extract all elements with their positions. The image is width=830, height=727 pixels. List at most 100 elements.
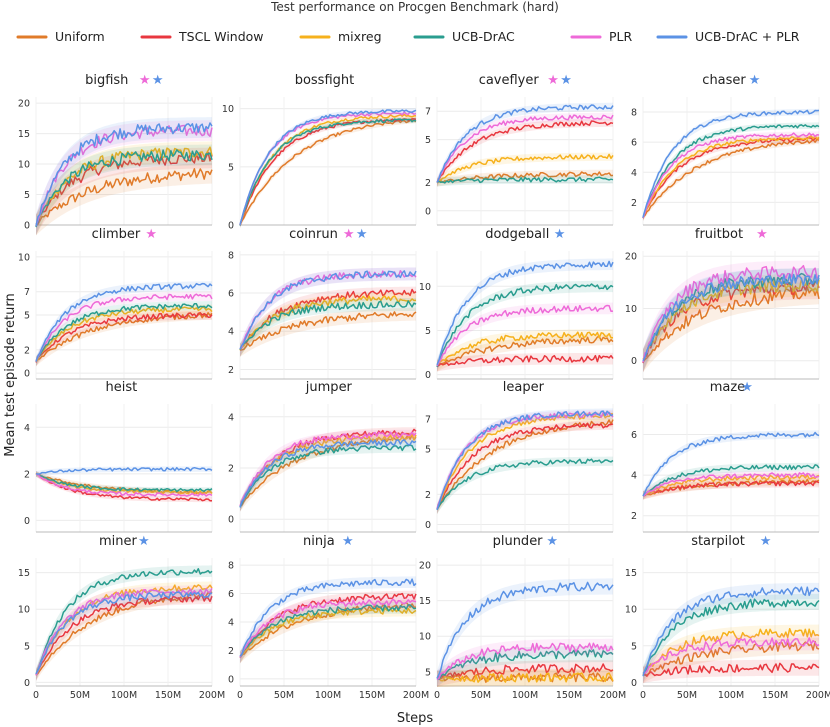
series-tscl-window <box>642 276 820 373</box>
panel-title: jumper <box>305 380 353 395</box>
chart-title: Test performance on Procgen Benchmark (h… <box>270 0 559 14</box>
panel-heist: heist 0 2 4 <box>24 380 213 533</box>
y-tick-label: 10 <box>625 304 637 315</box>
panel-leaper: leaper 0 2 5 7 <box>425 380 614 533</box>
series-line <box>436 114 614 183</box>
confidence-band <box>36 162 212 236</box>
series-line <box>239 118 417 226</box>
series-line <box>35 466 213 475</box>
confidence-band <box>437 409 613 514</box>
series-line <box>642 132 820 219</box>
star-icon-blue: ★ <box>356 227 368 242</box>
series-line <box>436 171 614 184</box>
series-line <box>35 591 213 676</box>
series-tscl-window <box>35 592 213 681</box>
series-line <box>436 120 614 183</box>
series-uniform <box>35 162 213 236</box>
legend-label: PLR <box>609 29 633 44</box>
legend-item-ucb-drac-plr: UCB-DrAC + PLR <box>656 29 800 44</box>
series-line <box>436 410 614 511</box>
x-tick-label: 100M <box>315 690 341 701</box>
series-ucb-drac-plr <box>35 466 213 477</box>
confidence-band <box>437 302 613 372</box>
series-line <box>642 480 820 497</box>
panel-title: bossfight <box>295 73 355 88</box>
x-tick-label: 100M <box>111 690 137 701</box>
confidence-band <box>437 280 613 372</box>
y-tick-label: 6 <box>631 430 637 441</box>
series-line <box>239 598 417 658</box>
series-ucb-drac-plr <box>642 108 820 221</box>
legend-item-plr: PLR <box>570 29 633 44</box>
series-tscl-window <box>642 659 820 684</box>
series-ucb-drac-plr <box>35 588 213 681</box>
panel-title: bigfish <box>85 73 128 88</box>
x-tick-label: 150M <box>556 690 582 701</box>
series-ucb-drac <box>642 593 820 684</box>
panel-title: ninja <box>303 534 335 549</box>
series-line <box>642 598 820 675</box>
series-line <box>642 135 820 219</box>
y-tick-label: 15 <box>625 568 637 579</box>
series-ucb-drac-plr <box>239 576 417 664</box>
y-tick-label: 2 <box>631 511 637 522</box>
y-tick-label: 5 <box>425 667 431 678</box>
y-tick-label: 15 <box>419 596 431 607</box>
star-icon-blue: ★ <box>152 73 164 88</box>
legend-label: Uniform <box>55 29 105 44</box>
legend-item-tscl-window: TSCL Window <box>140 29 264 44</box>
series-line <box>35 311 213 363</box>
x-tick-label: 0 <box>640 690 646 701</box>
panel-title: heist <box>106 380 138 395</box>
confidence-band <box>36 471 212 503</box>
series-ucb-drac <box>436 456 614 514</box>
star-icon-blue: ★ <box>741 380 753 395</box>
series-line <box>35 122 213 227</box>
series-line <box>239 439 417 508</box>
panel-ninja: ninja ★ 0 2 4 6 8 0 50M 100M 150M 200M <box>228 534 429 701</box>
panel-maze: maze★ 2 4 6 <box>631 380 820 533</box>
x-tick-label: 100M <box>718 690 744 701</box>
y-tick-label: 2 <box>631 198 637 209</box>
y-tick-label: 10 <box>222 104 234 115</box>
series-plr <box>436 112 614 187</box>
series-line <box>642 627 820 676</box>
y-tick-label: 0 <box>425 520 431 531</box>
y-tick-label: 5 <box>24 641 30 652</box>
series-uniform <box>642 281 820 373</box>
panel-title: maze <box>710 380 745 395</box>
y-tick-label: 10 <box>18 605 30 616</box>
series-line <box>35 149 213 228</box>
star-icon-blue: ★ <box>342 534 354 549</box>
series-ucb-drac-plr <box>436 102 614 187</box>
y-tick-label: 5 <box>425 326 431 337</box>
confidence-band <box>643 637 819 684</box>
series-line <box>642 464 820 497</box>
y-tick-label: 20 <box>625 252 637 263</box>
panel-title: fruitbot <box>695 227 743 242</box>
confidence-band <box>643 593 819 684</box>
y-tick-label: 2 <box>228 646 234 657</box>
confidence-band <box>240 286 416 357</box>
confidence-band <box>240 604 416 664</box>
series-line <box>436 419 614 510</box>
legend-label: TSCL Window <box>178 29 264 44</box>
series-ucb-drac-plr <box>35 117 213 236</box>
y-tick-label: 6 <box>228 589 234 600</box>
confidence-band <box>36 471 212 493</box>
series-ucb-drac <box>642 462 820 500</box>
series-line <box>239 578 417 657</box>
confidence-band <box>437 420 613 514</box>
confidence-band <box>240 602 416 664</box>
confidence-band <box>240 307 416 357</box>
series-ucb-drac-plr <box>642 430 820 500</box>
y-tick-label: 15 <box>18 129 30 140</box>
confidence-band <box>643 462 819 500</box>
y-tick-label: 10 <box>419 282 431 293</box>
confidence-band <box>240 108 416 228</box>
x-tick-label: 0 <box>33 690 39 701</box>
series-line <box>436 354 614 368</box>
confidence-band <box>240 267 416 357</box>
series-line <box>239 288 417 350</box>
series-line <box>35 591 213 675</box>
